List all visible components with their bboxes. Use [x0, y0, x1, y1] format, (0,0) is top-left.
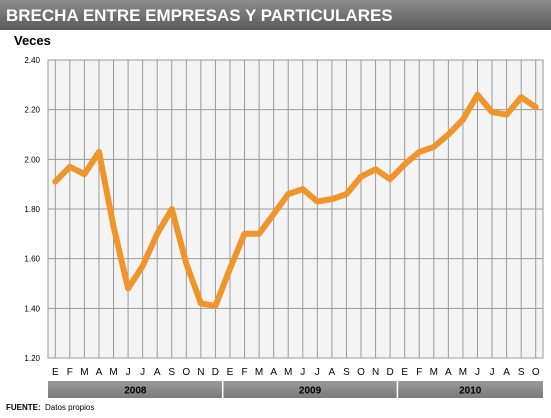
data-point: [227, 266, 233, 272]
data-point: [402, 161, 408, 167]
x-tick-label: E: [52, 367, 59, 378]
data-point: [489, 109, 495, 115]
data-point: [125, 285, 131, 291]
y-tick-label: 2.00: [24, 155, 40, 164]
y-tick-label: 1.40: [24, 304, 40, 313]
x-tick-label: O: [357, 367, 365, 378]
y-tick-labels: 1.20 1.40 1.60 1.80 2.00 2.20 2.40: [24, 56, 40, 363]
data-point: [140, 263, 146, 269]
data-point: [96, 149, 102, 155]
data-point: [212, 303, 218, 309]
data-point: [343, 191, 349, 197]
x-tick-label: M: [80, 367, 88, 378]
x-tick-label: A: [503, 367, 510, 378]
data-point: [504, 112, 510, 118]
source-label: FUENTE:: [6, 403, 41, 412]
x-tick-label: S: [168, 367, 175, 378]
x-tick-label: A: [270, 367, 277, 378]
data-point: [358, 174, 364, 180]
x-tick-label: A: [329, 367, 336, 378]
data-point: [460, 117, 466, 123]
x-tick-label: S: [343, 367, 350, 378]
x-tick-label: S: [518, 367, 525, 378]
series-line: [52, 91, 539, 309]
data-point: [242, 231, 248, 237]
x-tick-label: A: [154, 367, 161, 378]
x-tick-label: E: [227, 367, 234, 378]
x-tick-label: N: [372, 367, 379, 378]
data-point: [169, 206, 175, 212]
data-point: [285, 191, 291, 197]
x-tick-label: M: [459, 367, 467, 378]
data-point: [373, 166, 379, 172]
data-point: [271, 211, 277, 217]
series: [52, 91, 539, 309]
x-tick-label: M: [255, 367, 263, 378]
x-tick-label: J: [140, 367, 145, 378]
x-tick-label: F: [416, 367, 422, 378]
data-point: [314, 199, 320, 205]
data-point: [183, 261, 189, 267]
x-tick-label: A: [96, 367, 103, 378]
title-bar: [0, 0, 551, 30]
year-label: 2009: [299, 386, 322, 397]
data-point: [533, 104, 539, 110]
data-point: [198, 300, 204, 306]
data-point: [416, 149, 422, 155]
x-tick-label: O: [532, 367, 540, 378]
data-point: [52, 179, 58, 185]
x-tick-label: F: [241, 367, 247, 378]
y-tick-label: 1.60: [24, 255, 40, 264]
data-point: [474, 92, 480, 98]
x-tick-label: J: [475, 367, 480, 378]
x-tick-label: A: [445, 367, 452, 378]
data-point: [256, 231, 262, 237]
x-tick-label: N: [197, 367, 204, 378]
x-tick-label: M: [430, 367, 438, 378]
data-point: [111, 223, 117, 229]
data-point: [445, 132, 451, 137]
data-point: [387, 176, 393, 182]
data-point: [518, 94, 524, 100]
year-band-bg: [48, 381, 543, 398]
x-tick-label: M: [284, 367, 292, 378]
x-tick-label: D: [212, 367, 219, 378]
data-point: [329, 196, 335, 202]
data-point: [67, 164, 73, 170]
data-point: [431, 144, 437, 150]
year-label: 2008: [124, 386, 147, 397]
y-tick-label: 1.80: [24, 205, 40, 214]
y-tick-label: 1.20: [24, 354, 40, 363]
data-point: [300, 186, 306, 192]
y-tick-label: 2.20: [24, 106, 40, 115]
source-text: Datos propios: [45, 403, 94, 412]
x-tick-label: J: [315, 367, 320, 378]
x-tick-label: F: [67, 367, 73, 378]
data-point: [81, 171, 87, 177]
y-axis-label: Veces: [14, 33, 51, 48]
x-tick-label: J: [300, 367, 305, 378]
x-tick-label: D: [387, 367, 394, 378]
x-tick-label: O: [182, 367, 190, 378]
x-tick-label: M: [109, 367, 117, 378]
year-band: 2008 2009 2010: [48, 381, 543, 398]
year-label: 2010: [459, 386, 482, 397]
y-tick-label: 2.40: [24, 56, 40, 65]
chart-title: BRECHA ENTRE EMPRESAS Y PARTICULARES: [6, 6, 393, 25]
x-tick-label: E: [401, 367, 408, 378]
x-tick-label: J: [490, 367, 495, 378]
data-point: [154, 231, 160, 237]
x-tick-label: J: [126, 367, 131, 378]
